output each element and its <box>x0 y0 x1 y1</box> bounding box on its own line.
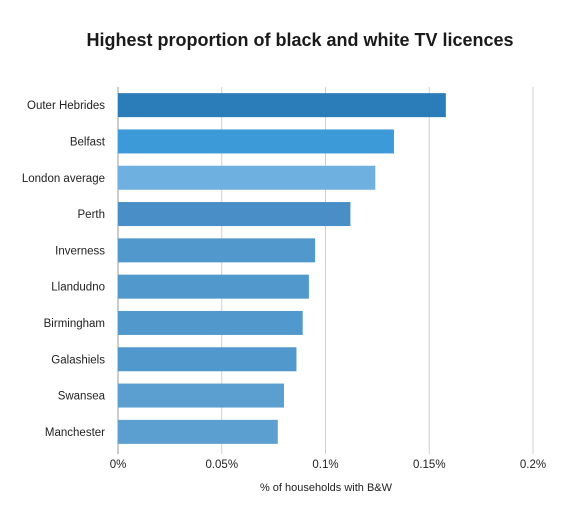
category-label: Inverness <box>55 245 105 257</box>
category-label: London average <box>22 173 105 185</box>
bar <box>118 93 446 118</box>
category-label: Llandudno <box>51 282 105 294</box>
x-tick-label: 0.05% <box>205 459 238 471</box>
bar <box>118 274 309 299</box>
x-tick-label: 0.15% <box>413 459 446 471</box>
category-label: Manchester <box>45 427 105 439</box>
bar <box>118 383 284 408</box>
bar <box>118 202 351 227</box>
category-labels: Outer Hebrides Belfast London average Perth… <box>22 100 106 439</box>
chart-title: Highest proportion of black and white TV… <box>86 30 514 50</box>
x-tick-label: 0.2% <box>520 459 546 471</box>
category-label: Belfast <box>70 136 106 148</box>
bar <box>118 129 394 154</box>
category-label: Swansea <box>58 391 106 403</box>
bars <box>118 93 446 444</box>
x-axis-title: % of households with B&W <box>260 482 393 494</box>
category-label: Outer Hebrides <box>27 100 105 112</box>
bar <box>118 238 316 263</box>
category-label: Birmingham <box>44 318 105 330</box>
bar <box>118 347 297 372</box>
bar <box>118 310 303 335</box>
category-label: Perth <box>78 209 106 221</box>
category-label: Galashiels <box>51 354 105 366</box>
x-tick-label: 0% <box>110 459 127 471</box>
bar <box>118 419 278 444</box>
x-axis-ticks: 0% 0.05% 0.1% 0.15% 0.2% <box>110 459 546 471</box>
x-tick-label: 0.1% <box>312 459 338 471</box>
bar <box>118 165 376 190</box>
